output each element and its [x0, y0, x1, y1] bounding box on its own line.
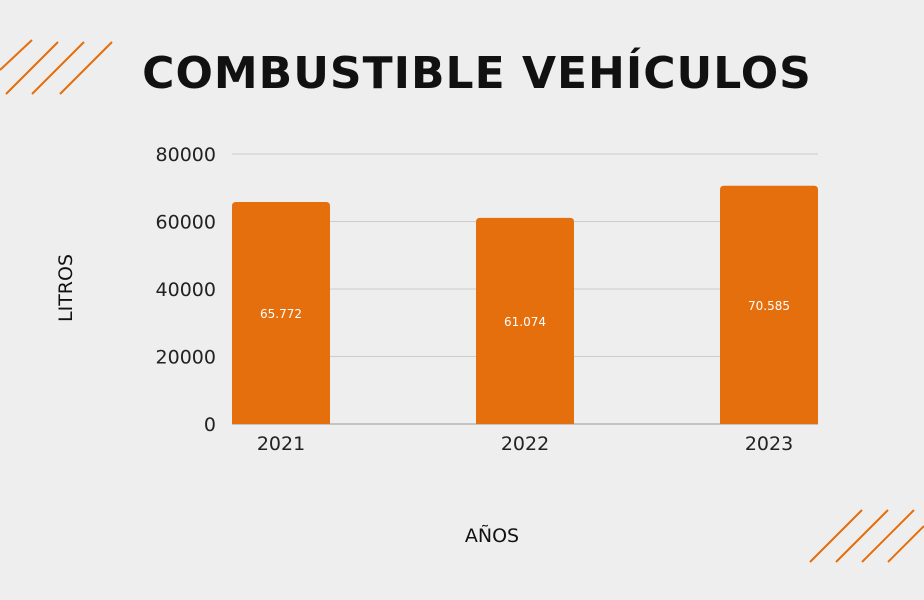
bar-2021 [232, 202, 330, 424]
decorative-stripes-bottom-right [809, 509, 924, 563]
chart-title: COMBUSTIBLE VEHÍCULOS [142, 46, 812, 99]
x-tick-label: 2022 [501, 433, 549, 455]
bar-2022 [476, 217, 574, 424]
x-tick-label: 2021 [257, 433, 305, 455]
bars [232, 185, 818, 424]
y-tick-label: 0 [204, 414, 216, 436]
decorative-stripes-top-left [0, 39, 113, 95]
y-axis-tick-labels: 0 20000 40000 60000 80000 [156, 144, 216, 436]
x-axis-tick-labels: 2021 2022 2023 [257, 433, 793, 455]
y-tick-label: 40000 [156, 279, 216, 301]
data-label: 61.074 [504, 315, 546, 329]
x-axis-title: AÑOS [465, 524, 519, 547]
x-tick-label: 2023 [745, 433, 793, 455]
y-axis-title: LITROS [55, 254, 77, 322]
bar-2023 [720, 185, 818, 424]
y-tick-label: 20000 [156, 347, 216, 369]
data-label: 65.772 [260, 307, 302, 321]
data-labels: 65.772 61.074 70.585 [260, 299, 790, 329]
data-label: 70.585 [748, 299, 790, 313]
y-tick-label: 60000 [156, 212, 216, 234]
y-tick-label: 80000 [156, 144, 216, 166]
